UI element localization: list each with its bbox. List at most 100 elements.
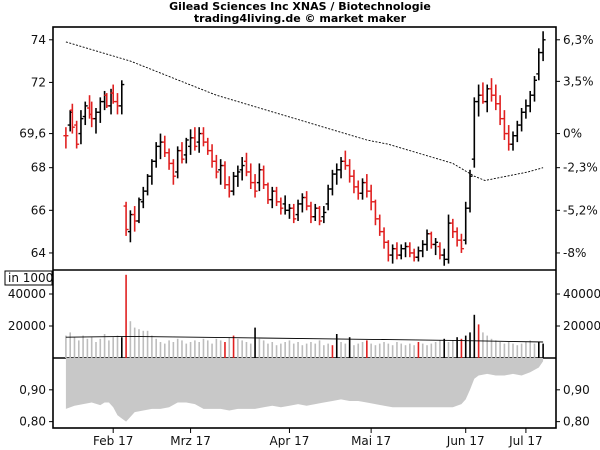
ohlc-bar: [476, 84, 482, 117]
ohlc-bar: [248, 163, 254, 189]
ohlc-bar: [308, 201, 314, 224]
ohlc-bar: [407, 242, 413, 258]
ohlc-bar: [235, 165, 241, 187]
ohlc-bar: [196, 127, 202, 153]
ohlc-bar: [295, 199, 301, 221]
ohlc-bar: [342, 150, 348, 170]
ohlc-bar: [480, 82, 486, 104]
ohlc-bar: [175, 146, 181, 179]
left-tick-label: 68: [31, 161, 46, 175]
ohlc-bar: [123, 201, 129, 236]
indicator-left-tick-label: 0,80: [19, 415, 46, 429]
left-tick-label: 66: [31, 203, 46, 217]
left-tick-label: 64: [31, 246, 46, 260]
chart-title: Gilead Sciences Inc XNAS / Biotechnologi…: [169, 0, 431, 13]
ohlc-bar: [351, 169, 357, 194]
ohlc-bar: [497, 95, 503, 126]
ohlc-bar: [467, 169, 473, 213]
left-tick-label: 74: [31, 33, 46, 47]
ohlc-bar: [433, 238, 439, 256]
ohlc-bar: [209, 144, 215, 168]
ohlc-bar: [170, 159, 176, 185]
ohlc-bar: [347, 159, 353, 183]
ohlc-bar: [63, 127, 69, 149]
ohlc-bar: [471, 97, 477, 168]
ohlc-bar: [200, 127, 206, 147]
ohlc-bar: [114, 93, 120, 115]
ohlc-bar: [304, 191, 310, 211]
indicator-right-tick-label: 0,80: [563, 415, 590, 429]
ohlc-bar: [145, 174, 151, 196]
ohlc-bar: [364, 174, 370, 198]
ohlc-bar: [74, 120, 80, 149]
ohlc-bar: [274, 186, 280, 207]
right-tick-label: 6,3%: [563, 33, 594, 47]
ohlc-bar: [411, 248, 417, 262]
ohlc-bar: [489, 78, 495, 102]
ohlc-bar: [149, 159, 155, 185]
ohlc-bar: [252, 174, 258, 198]
ohlc-bar: [183, 137, 189, 164]
ohlc-bar: [97, 97, 103, 123]
volume-unit-label: in 1000: [8, 271, 53, 285]
ohlc-bar: [506, 125, 512, 151]
ohlc-bar: [239, 157, 245, 181]
ohlc-bar: [153, 142, 159, 168]
left-tick-label: 72: [31, 75, 46, 89]
ohlc-bar: [372, 199, 378, 226]
ohlc-bar: [299, 193, 305, 213]
x-tick-label: Mrz 17: [170, 434, 211, 448]
ohlc-bar: [458, 233, 464, 253]
ohlc-bar: [532, 76, 538, 102]
ohlc-bar: [355, 180, 361, 200]
ohlc-bar: [368, 184, 374, 211]
ohlc-bar: [536, 48, 542, 81]
right-tick-label: -5,2%: [563, 203, 598, 217]
ohlc-bar: [398, 244, 404, 260]
ohlc-bar: [136, 197, 142, 224]
x-tick-label: Jul 17: [508, 434, 543, 448]
price-panel: 74 72 69,6 68 66 64 6,3% 3,5% 0% -2,3% -5,2% -8%: [19, 31, 598, 266]
ohlc-bar: [441, 248, 447, 266]
ohlc-bar: [312, 203, 318, 221]
ohlc-bar: [510, 131, 516, 151]
ohlc-bar: [317, 206, 323, 226]
indicator-panel: 0,90 0,90 0,80 0,80: [19, 358, 590, 429]
ohlc-bar: [338, 157, 344, 179]
ohlc-bar: [424, 229, 430, 251]
ohlc-bar: [282, 195, 288, 215]
ohlc-bar: [514, 120, 520, 143]
ohlc-bar: [218, 159, 224, 185]
ohlc-bar: [484, 84, 490, 113]
ohlc-bar: [265, 182, 271, 204]
indicator-area: [65, 358, 544, 422]
right-tick-label: 3,5%: [563, 74, 594, 88]
ohlc-bar: [213, 154, 219, 179]
indicator-left-tick-label: 0,90: [19, 383, 46, 397]
ohlc-bar: [437, 242, 443, 260]
chart-subtitle: trading4living.de © market maker: [194, 12, 407, 25]
ohlc-bar: [329, 169, 335, 196]
ohlc-bar: [428, 231, 434, 249]
ohlc-bar: [286, 203, 292, 219]
ohlc-bar: [325, 184, 331, 211]
ohlc-bar: [334, 163, 340, 185]
ohlc-bar: [360, 178, 366, 200]
volume-panel: 40000 40000 20000 20000: [8, 274, 600, 358]
ohlc-bar: [205, 137, 211, 155]
ohlc-bar: [381, 227, 387, 249]
ohlc-bar: [385, 240, 391, 262]
ohlc-bar: [450, 218, 456, 239]
ohlc-bar: [261, 165, 267, 189]
indicator-right-tick-label: 0,90: [563, 383, 590, 397]
x-tick-label: Mai 17: [351, 434, 391, 448]
ohlc-bar: [256, 163, 262, 192]
ohlc-bar: [192, 127, 198, 151]
ohlc-bar: [523, 99, 529, 119]
ohlc-bar: [179, 142, 185, 164]
ohlc-bar: [222, 161, 228, 189]
volume-left-tick-label: 40000: [8, 287, 46, 301]
volume-average-line: [65, 335, 544, 343]
moving-average-line: [65, 41, 544, 181]
ohlc-bar: [527, 90, 533, 113]
